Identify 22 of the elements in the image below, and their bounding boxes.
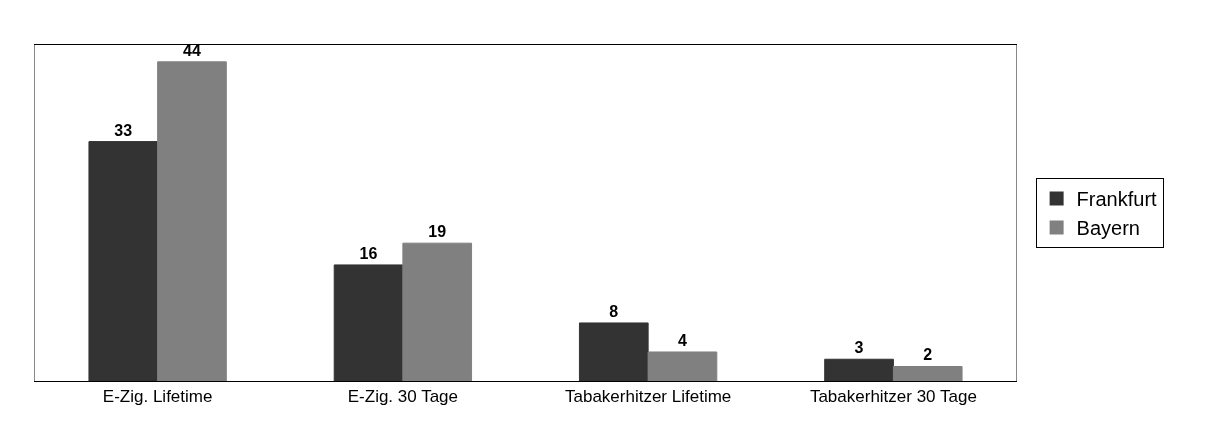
bar — [578, 322, 649, 381]
legend-label: Frankfurt — [1076, 188, 1158, 211]
data-label: 33 — [114, 121, 133, 139]
data-label: 19 — [428, 223, 447, 241]
bar — [824, 358, 894, 381]
data-label: 16 — [359, 244, 378, 262]
bar — [647, 351, 718, 381]
data-label: 4 — [677, 331, 687, 349]
bar — [333, 264, 404, 381]
bar — [402, 242, 473, 381]
bar — [157, 61, 227, 381]
data-label: 2 — [923, 346, 933, 364]
bar — [892, 365, 963, 381]
data-label: 8 — [609, 302, 619, 320]
data-label: 3 — [854, 339, 864, 357]
x-tick-label: Tabakerhitzer 30 Tage — [809, 387, 977, 407]
bar — [88, 141, 159, 381]
x-tick-label: E-Zig. Lifetime — [102, 387, 213, 407]
data-label: 44 — [183, 41, 201, 59]
legend-label: Bayern — [1076, 217, 1140, 240]
x-tick-label: Tabakerhitzer Lifetime — [564, 387, 732, 407]
x-tick-label: E-Zig. 30 Tage — [347, 387, 459, 407]
